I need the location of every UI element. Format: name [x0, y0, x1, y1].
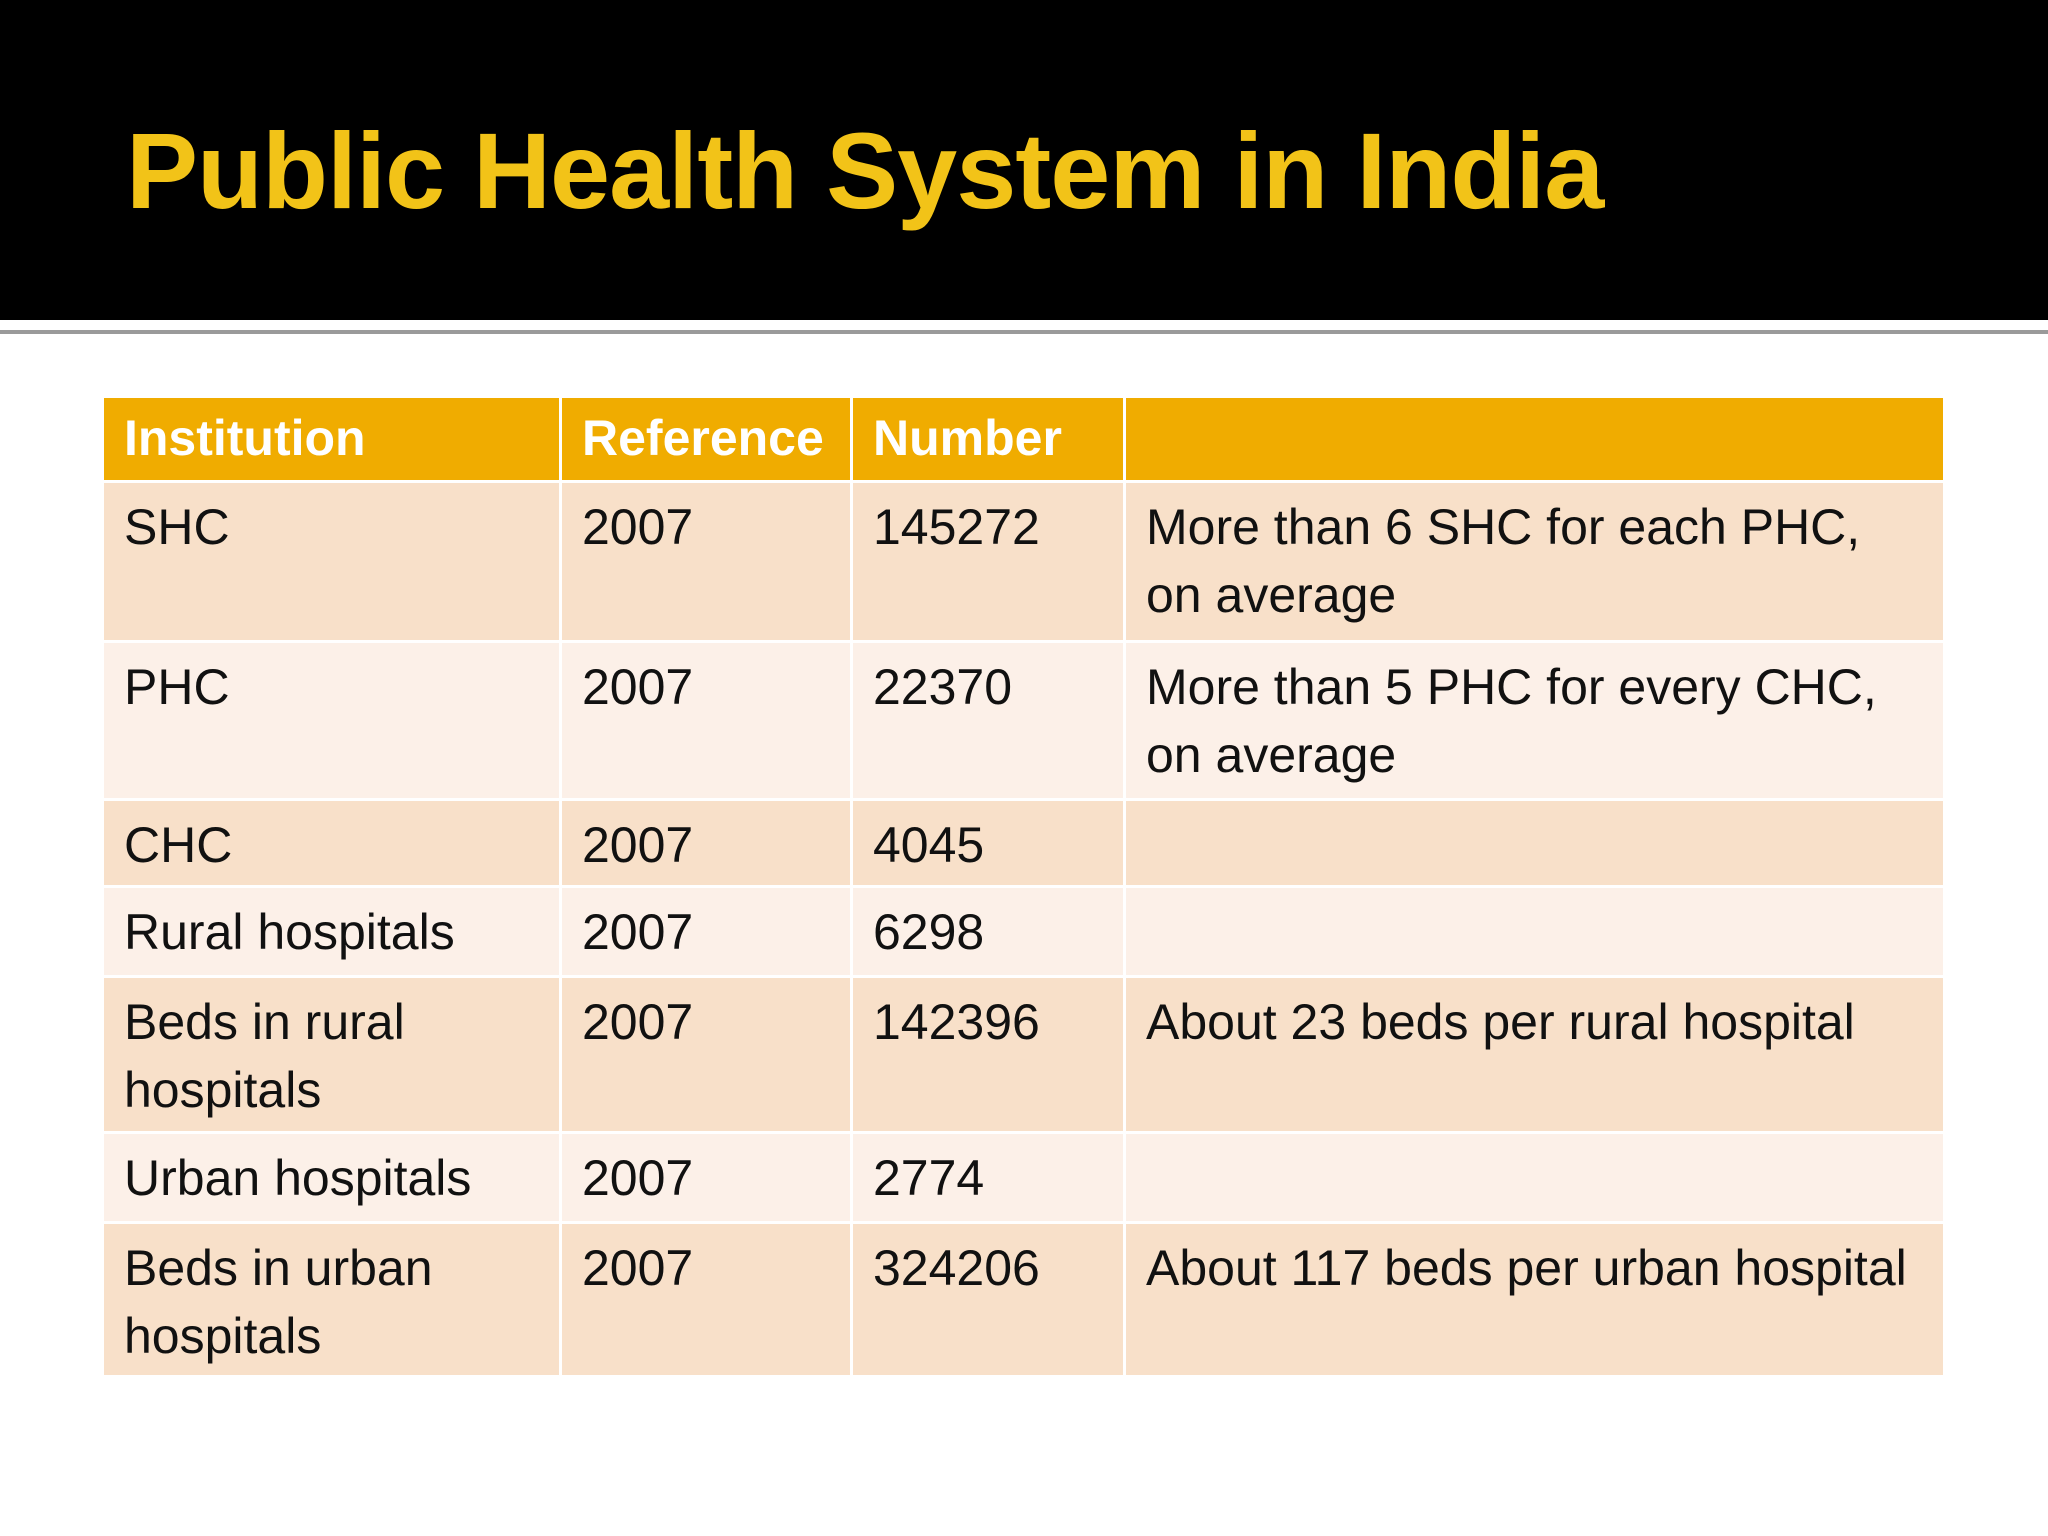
note-cell: About 23 beds per rural hospital: [1126, 978, 1943, 1134]
reference-cell: 2007: [562, 978, 853, 1134]
note-cell: [1126, 801, 1943, 888]
institution-cell: CHC: [104, 801, 562, 888]
title-banner: [0, 0, 2048, 320]
reference-cell: 2007: [562, 801, 853, 888]
institution-cell: SHC: [104, 483, 562, 643]
slide-title: Public Health System in India: [126, 110, 1604, 231]
institution-cell: Urban hospitals: [104, 1134, 562, 1224]
number-cell: 2774: [853, 1134, 1126, 1224]
institution-cell: Rural hospitals: [104, 888, 562, 978]
reference-cell: 2007: [562, 1134, 853, 1224]
note-cell: About 117 beds per urban hospital: [1126, 1224, 1943, 1378]
header-cell: Reference: [562, 398, 853, 483]
reference-cell: 2007: [562, 1224, 853, 1378]
reference-cell: 2007: [562, 888, 853, 978]
number-cell: 22370: [853, 643, 1126, 801]
header-cell: Number: [853, 398, 1126, 483]
note-cell: [1126, 1134, 1943, 1224]
reference-cell: 2007: [562, 643, 853, 801]
number-cell: 4045: [853, 801, 1126, 888]
divider: [0, 330, 2048, 334]
reference-cell: 2007: [562, 483, 853, 643]
header-cell: [1126, 398, 1943, 483]
institution-cell: PHC: [104, 643, 562, 801]
note-cell: More than 5 PHC for every CHC, on averag…: [1126, 643, 1943, 801]
number-cell: 142396: [853, 978, 1126, 1134]
number-cell: 145272: [853, 483, 1126, 643]
table: Institution Reference Number SHC 2007 145272 M…: [104, 398, 1943, 1378]
note-cell: More than 6 SHC for each PHC, on average: [1126, 483, 1943, 643]
header-cell: Institution: [104, 398, 562, 483]
institution-cell: Beds in rural hospitals: [104, 978, 562, 1134]
number-cell: 324206: [853, 1224, 1126, 1378]
number-cell: 6298: [853, 888, 1126, 978]
note-cell: [1126, 888, 1943, 978]
institution-cell: Beds in urban hospitals: [104, 1224, 562, 1378]
